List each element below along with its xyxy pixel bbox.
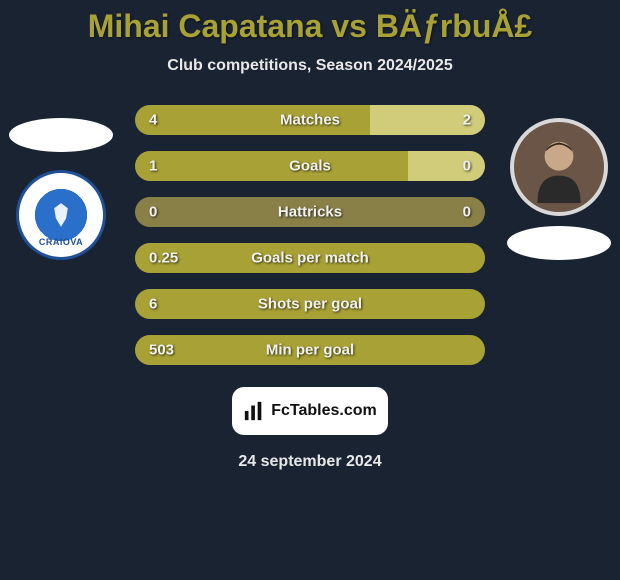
stat-bar-left — [135, 151, 408, 181]
stat-value-left: 4 — [149, 112, 157, 129]
stat-row: 0.25 Goals per match — [135, 243, 485, 273]
stat-value-left: 6 — [149, 296, 157, 313]
footer-brand-badge: FcTables.com — [232, 387, 388, 435]
stat-row: 4 2 Matches — [135, 105, 485, 135]
stat-value-left: 1 — [149, 158, 157, 175]
subtitle: Club competitions, Season 2024/2025 — [0, 57, 620, 75]
stat-value-left: 0 — [149, 204, 157, 221]
stat-value-left: 0.25 — [149, 250, 178, 267]
stats-bars: 4 2 Matches 1 0 Goals 0 0 Hattricks 0.25 Goals per… — [135, 105, 485, 365]
footer-brand-text: FcTables.com — [271, 402, 377, 420]
stat-value-right: 0 — [463, 158, 471, 175]
player-left-name-ellipse — [9, 118, 113, 152]
player-right-name-ellipse — [507, 226, 611, 260]
stat-label: Goals — [289, 158, 331, 175]
stat-row: 6 Shots per goal — [135, 289, 485, 319]
stat-value-left: 503 — [149, 342, 174, 359]
person-icon — [523, 131, 595, 203]
stat-value-right: 2 — [463, 112, 471, 129]
player-right-photo — [510, 118, 608, 216]
stat-label: Min per goal — [266, 342, 354, 359]
chart-icon — [243, 400, 265, 422]
player-left-column: CRAIOVA — [6, 118, 116, 260]
stat-row: 0 0 Hattricks — [135, 197, 485, 227]
stat-label: Shots per goal — [258, 296, 362, 313]
stat-label: Hattricks — [278, 204, 342, 221]
player-right-column — [504, 118, 614, 260]
stat-value-right: 0 — [463, 204, 471, 221]
lion-icon — [44, 198, 78, 232]
stat-label: Matches — [280, 112, 340, 129]
stat-row: 503 Min per goal — [135, 335, 485, 365]
stat-row: 1 0 Goals — [135, 151, 485, 181]
stat-bar-right — [408, 151, 485, 181]
player-left-club-badge: CRAIOVA — [16, 170, 106, 260]
page-title: Mihai Capatana vs BÄƒrbuÅ£ — [0, 8, 620, 45]
footer-date: 24 september 2024 — [0, 453, 620, 471]
club-badge-text: CRAIOVA — [19, 237, 103, 247]
stat-label: Goals per match — [251, 250, 369, 267]
